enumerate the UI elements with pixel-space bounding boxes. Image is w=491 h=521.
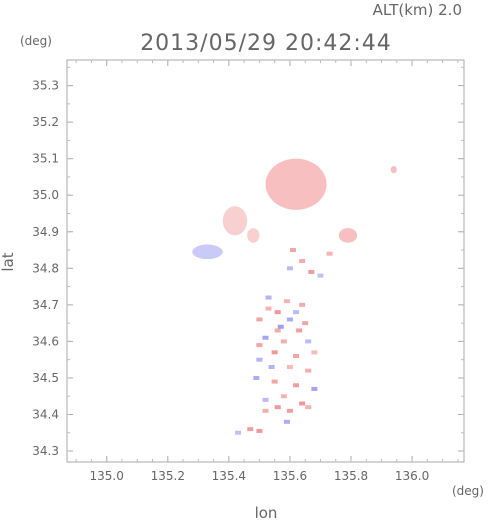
data-cell [293, 310, 300, 315]
data-cell [286, 266, 293, 271]
x-tick-label: 135.6 [273, 469, 307, 483]
data-cell [271, 350, 278, 355]
data-cell [280, 339, 287, 344]
y-axis-ticks: 34.3 34.4 34.5 34.6 34.7 34.8 34.9 35.0 35.1 35.2… [32, 66, 464, 458]
y-axis-label: lat [0, 252, 17, 271]
y-tick-label: 35.0 [32, 188, 59, 202]
data-cell [262, 397, 269, 402]
y-tick-label: 34.8 [32, 261, 59, 275]
data-cell [247, 427, 254, 432]
data-cell [299, 401, 306, 406]
y-tick-label: 35.1 [32, 152, 59, 166]
data-cell [308, 269, 315, 274]
x-tick-label: 136.0 [395, 469, 429, 483]
echo-region [338, 228, 358, 243]
data-cell [286, 408, 293, 413]
plot-frame [66, 59, 465, 463]
y-tick-label: 34.3 [32, 444, 59, 458]
y-tick-label: 35.2 [32, 115, 59, 129]
x-tick-label: 135.8 [334, 469, 368, 483]
chart-subtitle: ALT(km) 2.0 [373, 1, 462, 19]
data-cell [274, 328, 281, 333]
data-cell [311, 386, 318, 391]
x-unit-label: (deg) [452, 484, 484, 498]
echo-region [247, 228, 260, 243]
data-cell [274, 405, 281, 410]
data-cell [289, 248, 296, 253]
data-cell [280, 394, 287, 399]
data-cell [262, 408, 269, 413]
data-cell [305, 368, 312, 373]
data-cell [277, 324, 284, 329]
echo-region [222, 206, 248, 236]
data-cell [256, 343, 263, 348]
echo-region [265, 158, 327, 210]
x-tick-label: 135.4 [212, 469, 246, 483]
y-tick-label: 34.6 [32, 334, 59, 348]
y-tick-label: 34.4 [32, 407, 59, 421]
y-tick-label: 34.7 [32, 298, 59, 312]
data-cell [317, 273, 324, 278]
data-cell [283, 299, 290, 304]
data-cell [271, 379, 278, 384]
y-tick-label: 35.3 [32, 79, 59, 93]
echo-region [192, 244, 223, 260]
data-cell [293, 383, 300, 388]
y-tick-label: 34.5 [32, 371, 59, 385]
data-cell [256, 317, 263, 322]
radar-data-layer [192, 158, 397, 435]
data-cell [296, 328, 303, 333]
data-cell [293, 354, 300, 359]
data-cell [286, 317, 293, 322]
data-cell [302, 321, 309, 326]
y-tick-label: 34.9 [32, 225, 59, 239]
data-cell [299, 259, 306, 263]
echo-region [390, 165, 397, 174]
data-cell [274, 310, 281, 315]
y-unit-label: (deg) [20, 34, 52, 48]
x-tick-label: 135.2 [151, 469, 185, 483]
data-cell [311, 350, 318, 355]
data-cell [283, 419, 290, 424]
data-cell [299, 302, 306, 307]
x-tick-label: 135.0 [90, 469, 124, 483]
data-cell [268, 364, 275, 369]
data-cell [286, 364, 293, 369]
data-cell [256, 428, 263, 433]
data-cell [262, 335, 269, 340]
data-cell [326, 251, 333, 256]
data-cell [235, 430, 242, 435]
data-cell [265, 306, 272, 311]
x-axis-ticks: 135.0 135.2 135.4 135.6 135.8 136.0 [75, 60, 459, 483]
data-cell [256, 357, 263, 362]
data-cell [253, 375, 260, 380]
x-axis-label: lon [255, 504, 278, 521]
data-cell [305, 339, 312, 344]
chart-title: 2013/05/29 20:42:44 [140, 31, 392, 56]
data-cell [305, 405, 312, 410]
data-cell [265, 295, 272, 300]
